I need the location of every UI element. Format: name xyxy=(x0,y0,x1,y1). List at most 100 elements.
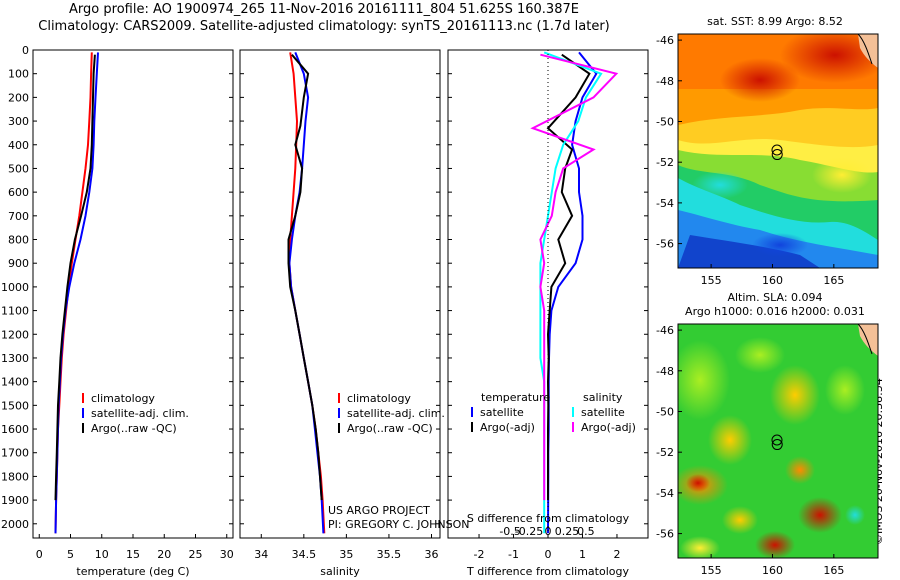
y-tick-label-19: 1900 xyxy=(1,494,29,507)
x-tick-label-3-3: 1 xyxy=(579,548,586,561)
x-tick-label-2-1: 34.5 xyxy=(292,548,317,561)
legend-salinity-header: salinity xyxy=(583,391,623,404)
x-axis-label-2: salinity xyxy=(320,565,360,578)
legend-label-1-2: satellite-adj. clim. xyxy=(91,407,189,420)
map-y-tick-label-1-4: -54 xyxy=(656,197,674,210)
x-tick-label-1-6: 30 xyxy=(220,548,234,561)
series-line-3-2 xyxy=(546,53,591,501)
y-tick-label-4: 400 xyxy=(8,139,29,152)
y-tick-label-11: 1100 xyxy=(1,305,29,318)
legend-label-2-2: satellite-adj. clim. xyxy=(347,407,445,420)
legend-label-diff-3: satellite xyxy=(581,406,625,419)
s-diff-axis-label: S difference from climatology xyxy=(467,512,630,525)
legend-label-diff-2: Argo(-adj) xyxy=(480,421,535,434)
y-tick-label-2: 200 xyxy=(8,91,29,104)
y-tick-label-14: 1400 xyxy=(1,376,29,389)
profile-location-marker-2 xyxy=(771,439,783,451)
y-tick-label-1: 100 xyxy=(8,68,29,81)
y-tick-label-3: 300 xyxy=(8,115,29,128)
x-tick-label-1-5: 25 xyxy=(189,548,203,561)
map-y-tick-label-2-1: -48 xyxy=(656,365,674,378)
x-axis-label-1: temperature (deg C) xyxy=(76,565,189,578)
y-tick-label-18: 1800 xyxy=(1,470,29,483)
x-tick-label-2-0: 34 xyxy=(254,548,268,561)
s-diff-tick-label-1: -0.25 xyxy=(515,525,543,538)
s-diff-tick-label-2: 0 xyxy=(545,525,552,538)
x-tick-label-3-2: 0 xyxy=(545,548,552,561)
map-y-tick-label-1-2: -50 xyxy=(656,115,674,128)
x-tick-label-2-2: 35 xyxy=(339,548,353,561)
y-tick-label-5: 500 xyxy=(8,162,29,175)
map-frame-1 xyxy=(677,33,879,269)
sst-map xyxy=(678,34,878,268)
chart-title-line2: Climatology: CARS2009. Satellite-adjuste… xyxy=(38,19,610,34)
map-y-tick-label-2-3: -52 xyxy=(656,446,674,459)
x-tick-label-1-4: 20 xyxy=(157,548,171,561)
y-tick-label-10: 1000 xyxy=(1,281,29,294)
map-y-tick-label-1-3: -52 xyxy=(656,156,674,169)
series-line-3-1 xyxy=(547,51,598,534)
x-tick-label-1-1: 5 xyxy=(67,548,74,561)
y-tick-label-8: 800 xyxy=(8,234,29,247)
series-line-3-3 xyxy=(539,51,603,534)
series-line-3-4 xyxy=(530,53,619,501)
legend-label-diff-1: satellite xyxy=(480,406,524,419)
legend-label-2-1: climatology xyxy=(347,392,411,405)
sla-map-title-line2: Argo h1000: 0.016 h2000: 0.031 xyxy=(685,305,865,318)
series-line-1-1 xyxy=(54,52,93,534)
series-line-2-3 xyxy=(287,54,323,501)
map-x-tick-label-2-1: 160 xyxy=(762,564,783,577)
y-tick-label-9: 900 xyxy=(8,257,29,270)
x-tick-label-3-4: 2 xyxy=(613,548,620,561)
legend-label-diff-4: Argo(-adj) xyxy=(581,421,636,434)
pi-label: PI: GREGORY C. JOHNSON xyxy=(328,518,470,531)
map-y-tick-label-1-5: -56 xyxy=(656,238,674,251)
y-tick-label-0: 0 xyxy=(22,44,29,57)
map-x-tick-label-2-2: 165 xyxy=(823,564,844,577)
map-y-tick-label-2-0: -46 xyxy=(656,324,674,337)
map-y-tick-label-1-0: -46 xyxy=(656,34,674,47)
x-tick-label-1-2: 10 xyxy=(95,548,109,561)
panel-frame-2 xyxy=(239,49,441,539)
x-tick-label-3-0: -2 xyxy=(474,548,485,561)
legend-label-2-3: Argo(..raw -QC) xyxy=(347,422,433,435)
y-tick-label-20: 2000 xyxy=(1,518,29,531)
sla-map xyxy=(678,324,878,558)
x-axis-label-3: T difference from climatology xyxy=(466,565,629,578)
x-tick-label-3-1: -1 xyxy=(508,548,519,561)
map-y-tick-label-2-5: -56 xyxy=(656,528,674,541)
sla-map-title-line1: Altim. SLA: 0.094 xyxy=(727,291,823,304)
chart-title-line1: Argo profile: AO 1900974_265 11-Nov-2016… xyxy=(69,2,579,17)
s-diff-tick-label-4: 0.5 xyxy=(577,525,595,538)
map-y-tick-label-1-1: -48 xyxy=(656,75,674,88)
map-x-tick-label-1-0: 155 xyxy=(701,274,722,287)
panel-frame-1 xyxy=(32,49,234,539)
y-tick-label-17: 1700 xyxy=(1,447,29,460)
y-tick-label-13: 1300 xyxy=(1,352,29,365)
legend-temperature-header: temperature xyxy=(481,391,550,404)
y-tick-label-6: 600 xyxy=(8,186,29,199)
legend-label-1-3: Argo(..raw -QC) xyxy=(91,422,177,435)
map-y-tick-label-2-2: -50 xyxy=(656,405,674,418)
s-diff-tick-label-0: -0.5 xyxy=(499,525,520,538)
y-tick-label-12: 1200 xyxy=(1,328,29,341)
map-frame-2 xyxy=(677,323,879,559)
y-tick-label-7: 700 xyxy=(8,210,29,223)
x-tick-label-2-3: 35.5 xyxy=(377,548,402,561)
project-label: US ARGO PROJECT xyxy=(328,504,430,517)
sst-map-title: sat. SST: 8.99 Argo: 8.52 xyxy=(707,15,843,28)
map-x-tick-label-2-0: 155 xyxy=(701,564,722,577)
map-y-tick-label-2-4: -54 xyxy=(656,487,674,500)
series-line-1-3 xyxy=(54,54,96,501)
x-tick-label-1-3: 15 xyxy=(126,548,140,561)
legend-label-1-1: climatology xyxy=(91,392,155,405)
y-tick-label-15: 1500 xyxy=(1,399,29,412)
s-diff-tick-label-3: 0.25 xyxy=(555,525,580,538)
map-x-tick-label-1-1: 160 xyxy=(762,274,783,287)
x-tick-label-2-4: 36 xyxy=(424,548,438,561)
x-tick-label-1-0: 0 xyxy=(36,548,43,561)
map-x-tick-label-1-2: 165 xyxy=(823,274,844,287)
y-tick-label-16: 1600 xyxy=(1,423,29,436)
profile-location-marker-1 xyxy=(771,149,783,161)
